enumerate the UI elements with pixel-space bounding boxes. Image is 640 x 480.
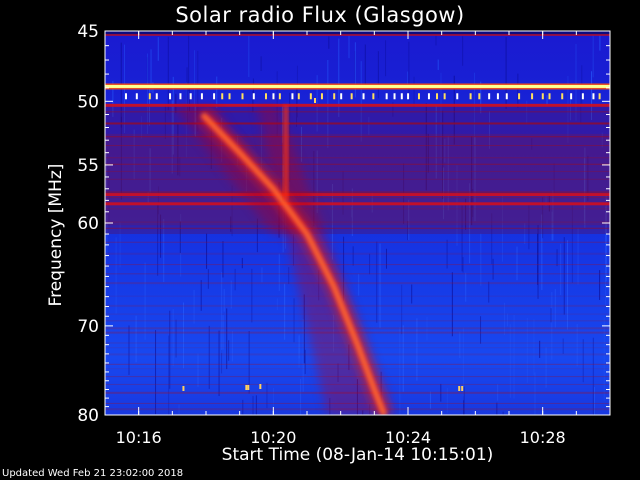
interference-spikes: [125, 93, 601, 100]
burst-track: [172, 105, 395, 415]
bright-specks: [182, 98, 464, 391]
interference-line: [105, 103, 610, 107]
x-tick-label: 10:16: [116, 428, 162, 447]
noise-streaks: [105, 31, 610, 415]
y-tick-label: 45: [77, 22, 99, 42]
y-tick-label: 50: [77, 92, 99, 112]
x-tick-label: 10:28: [520, 428, 566, 447]
interference-line: [105, 84, 610, 88]
x-tick-label: 10:24: [385, 428, 431, 447]
y-tick-label: 55: [77, 156, 99, 176]
chart-title: Solar radio Flux (Glasgow): [175, 3, 465, 27]
x-tick-label: 10:20: [250, 428, 296, 447]
x-axis-label: Start Time (08-Jan-14 10:15:01): [221, 445, 494, 465]
updated-timestamp: Updated Wed Feb 21 23:02:00 2018: [2, 468, 184, 479]
interference-line: [105, 202, 610, 206]
interference-line: [105, 193, 610, 197]
y-tick-label: 70: [77, 317, 99, 337]
y-tick-label: 60: [77, 214, 99, 234]
y-tick-label: 80: [77, 406, 99, 426]
